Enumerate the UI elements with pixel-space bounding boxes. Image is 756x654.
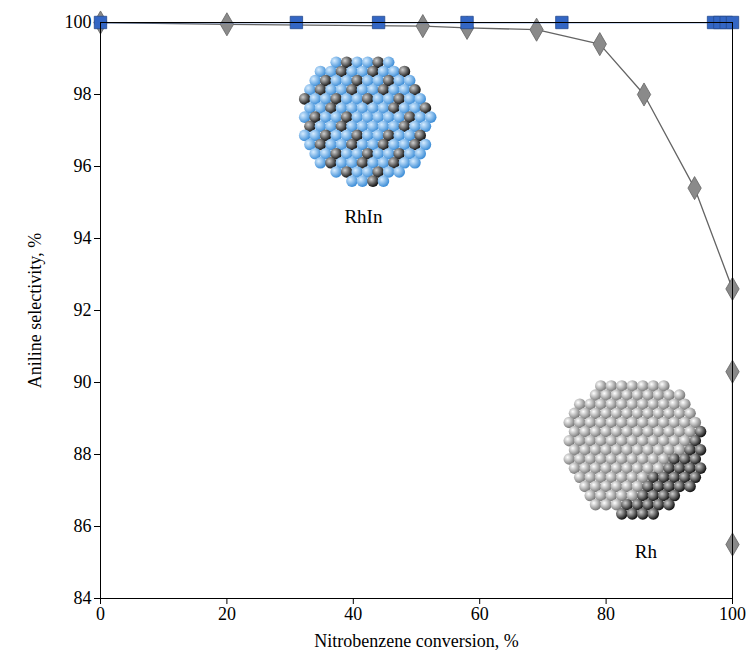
svg-text:100: 100 xyxy=(719,604,746,624)
svg-text:0: 0 xyxy=(96,604,105,624)
svg-text:96: 96 xyxy=(74,156,92,176)
svg-text:84: 84 xyxy=(74,588,92,608)
svg-text:RhIn: RhIn xyxy=(344,206,383,227)
svg-text:90: 90 xyxy=(74,372,92,392)
svg-text:86: 86 xyxy=(74,516,92,536)
svg-text:94: 94 xyxy=(74,228,92,248)
svg-text:80: 80 xyxy=(597,604,615,624)
svg-text:Aniline selectivity, %: Aniline selectivity, % xyxy=(25,233,45,388)
svg-text:100: 100 xyxy=(65,12,92,32)
svg-text:98: 98 xyxy=(74,84,92,104)
svg-text:40: 40 xyxy=(344,604,362,624)
svg-text:Nitrobenzene conversion, %: Nitrobenzene conversion, % xyxy=(314,631,518,651)
svg-text:88: 88 xyxy=(74,444,92,464)
svg-text:20: 20 xyxy=(218,604,236,624)
svg-text:Rh: Rh xyxy=(635,541,658,562)
svg-text:60: 60 xyxy=(471,604,489,624)
svg-text:92: 92 xyxy=(74,300,92,320)
